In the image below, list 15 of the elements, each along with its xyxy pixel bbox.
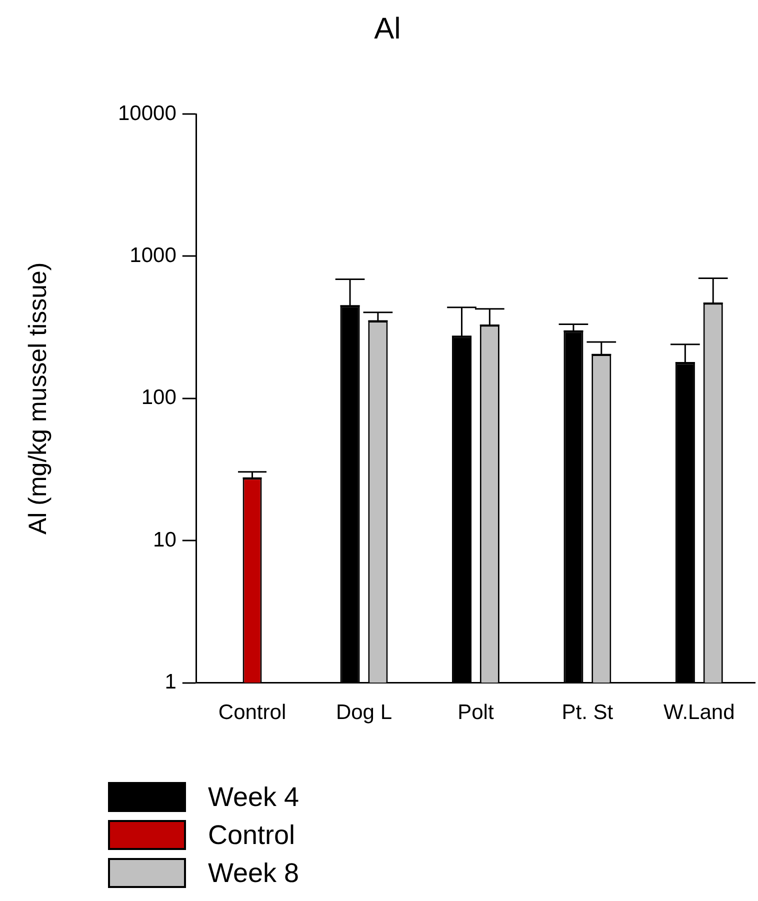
y-tick-label: 10000 — [118, 102, 176, 125]
x-tick-label: Polt — [458, 701, 494, 724]
x-tick-label: W.Land — [664, 701, 735, 724]
x-tick-label: Pt. St — [562, 701, 614, 724]
legend-label: Week 8 — [208, 858, 300, 888]
legend-label: Control — [208, 820, 296, 850]
y-tick-label: 1000 — [130, 244, 176, 267]
x-tick-label: Dog L — [336, 701, 392, 724]
y-tick-label: 10 — [153, 528, 176, 552]
legend-label: Week 4 — [208, 782, 300, 812]
y-axis-title: Al (mg/kg mussel tissue) — [24, 262, 52, 535]
y-tick-label: 100 — [141, 386, 176, 410]
y-tick-label: 1 — [164, 670, 176, 694]
chart-title: Al — [374, 12, 401, 46]
x-tick-label: Control — [218, 701, 286, 724]
